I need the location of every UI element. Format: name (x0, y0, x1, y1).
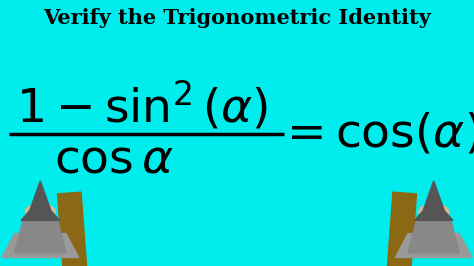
Ellipse shape (419, 204, 449, 220)
Text: Verify the Trigonometric Identity: Verify the Trigonometric Identity (43, 8, 431, 28)
Text: $1 - \sin^{2}(\alpha)$: $1 - \sin^{2}(\alpha)$ (16, 79, 268, 132)
Text: $= \cos(\alpha)$: $= \cos(\alpha)$ (277, 112, 474, 157)
Polygon shape (414, 181, 453, 220)
Polygon shape (2, 234, 79, 257)
Polygon shape (395, 234, 472, 257)
Polygon shape (408, 219, 459, 253)
Text: $\cos\alpha$: $\cos\alpha$ (54, 137, 173, 182)
Polygon shape (21, 181, 60, 220)
Polygon shape (15, 219, 66, 253)
Ellipse shape (26, 204, 55, 220)
